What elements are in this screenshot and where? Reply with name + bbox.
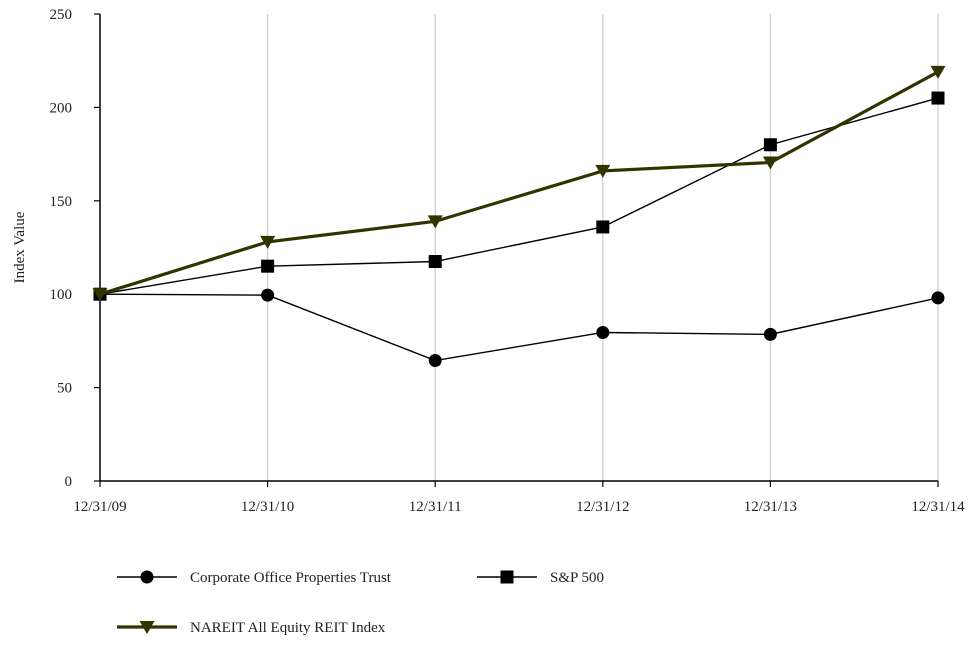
y-tick-labels: 0 50 100 150 200 250 [50, 7, 100, 490]
y-tick-label: 0 [65, 474, 73, 490]
gridlines [266, 14, 939, 481]
y-tick-label: 150 [50, 194, 73, 210]
series-group [92, 65, 946, 302]
series-line [99, 97, 939, 295]
axes: Index Value [12, 14, 938, 482]
legend-label: Corporate Office Properties Trust [190, 570, 392, 586]
data-point [763, 138, 777, 152]
series-group [93, 287, 945, 368]
data-point [595, 164, 611, 178]
legend-swatch-marker [139, 621, 155, 634]
data-point [428, 354, 442, 368]
x-tick-label: 12/31/12 [576, 499, 629, 515]
data-point [596, 325, 610, 339]
data-point [931, 91, 945, 105]
data-point [92, 288, 108, 302]
data-point [931, 291, 945, 305]
data-point [596, 220, 610, 234]
y-tick-label: 100 [50, 287, 73, 303]
data-point [260, 235, 276, 249]
data-point [428, 255, 442, 269]
x-tick-label: 12/31/13 [744, 499, 797, 515]
legend-label: S&P 500 [550, 570, 604, 586]
legend-swatch-marker [500, 570, 514, 584]
series [92, 65, 946, 368]
x-tick-label: 12/31/09 [73, 499, 126, 515]
data-point [930, 65, 946, 79]
data-point [763, 327, 777, 341]
legend-label: NAREIT All Equity REIT Index [190, 620, 386, 636]
legend-entry: Corporate Office Properties Trust [117, 570, 392, 586]
data-point [261, 259, 275, 273]
legend: Corporate Office Properties Trust S&P 500… [117, 570, 604, 636]
y-tick-label: 250 [50, 7, 73, 23]
series-line [99, 293, 939, 362]
y-tick-label: 200 [50, 100, 73, 116]
x-tick-label: 12/31/10 [241, 499, 294, 515]
legend-entry: NAREIT All Equity REIT Index [117, 620, 386, 636]
data-point [762, 156, 778, 170]
y-tick-label: 50 [57, 381, 72, 397]
legend-entry: S&P 500 [477, 570, 604, 586]
x-tick-label: 12/31/11 [409, 499, 462, 515]
series-line [99, 70, 939, 296]
data-point [427, 215, 443, 229]
y-axis-title: Index Value [12, 211, 28, 283]
x-tick-label: 12/31/14 [911, 499, 965, 515]
legend-swatch-marker [140, 570, 154, 584]
data-point [261, 288, 275, 302]
x-tick-labels: 12/31/09 12/31/10 12/31/11 12/31/12 12/31/13… [73, 481, 965, 515]
